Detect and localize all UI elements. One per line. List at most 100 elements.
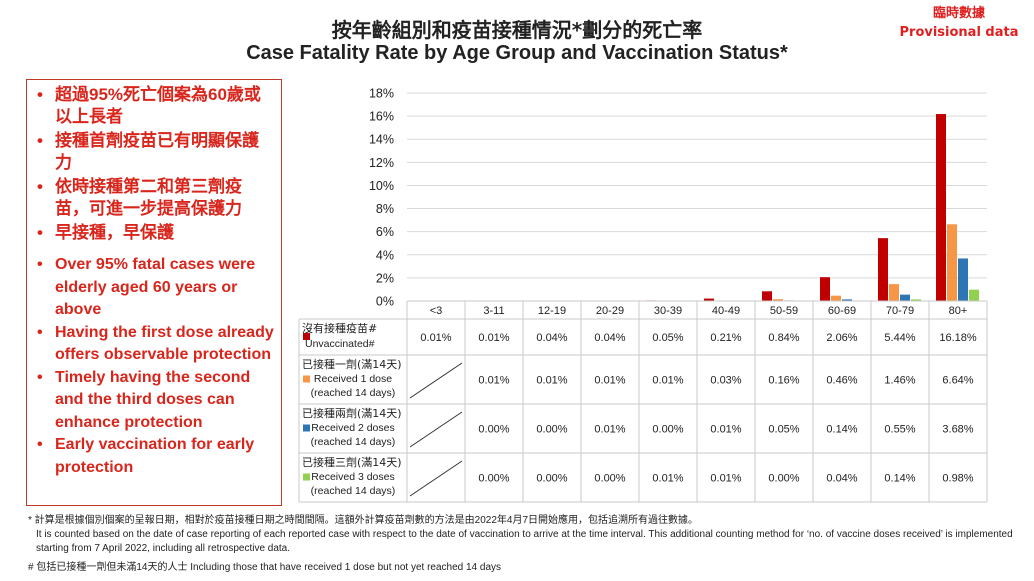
data-label: 0.01% — [420, 332, 451, 344]
footnote-hash: # 包括已接種一劑但未滿14天的人士 Including those that … — [28, 562, 502, 573]
data-label: 0.00% — [536, 424, 567, 436]
bullet-zh: 依時接種第二和第三劑疫苗，可進一步提高保護力 — [31, 176, 275, 220]
data-label: 0.21% — [710, 332, 741, 344]
data-label: 0.16% — [768, 375, 799, 387]
bullets-en: Over 95% fatal cases were elderly aged 6… — [31, 254, 275, 479]
bar — [831, 295, 841, 301]
data-label: 0.14% — [884, 473, 915, 485]
category-label: 50-59 — [770, 305, 798, 317]
y-tick-label: 10% — [369, 179, 394, 193]
data-label: 0.00% — [768, 473, 799, 485]
footnote-star-zh: * 計算是根據個別個案的呈報日期，相對於疫苗接種日期之時間間隔。這額外計算疫苗劑… — [28, 515, 699, 526]
bar — [762, 291, 772, 301]
provisional-zh: 臨時數據 — [932, 6, 985, 21]
data-label: 0.00% — [652, 424, 683, 436]
na-diagonal — [409, 362, 463, 399]
row-header-zh: 已接種兩劑(滿14天) — [302, 406, 402, 420]
data-label: 6.64% — [942, 375, 973, 387]
category-label: 20-29 — [596, 305, 624, 317]
category-label: 80+ — [949, 305, 968, 317]
row-header-zh: 沒有接種疫苗# — [302, 321, 377, 335]
data-label: 0.98% — [942, 473, 973, 485]
y-tick-label: 2% — [376, 271, 394, 285]
data-label: 16.18% — [939, 332, 977, 344]
data-label: 0.01% — [652, 375, 683, 387]
bar — [820, 277, 830, 301]
data-label: 0.01% — [594, 375, 625, 387]
y-tick-label: 14% — [369, 133, 394, 147]
data-label: 0.46% — [826, 375, 857, 387]
y-tick-label: 8% — [376, 202, 394, 216]
bar — [911, 299, 921, 301]
row-header-en: Unvaccinated# — [305, 338, 375, 350]
category-label: 12-19 — [538, 305, 566, 317]
data-label: 0.04% — [536, 332, 567, 344]
provisional-label: 臨時數據 Provisional data — [894, 4, 1024, 42]
y-tick-label: 18% — [369, 87, 394, 101]
category-label: <3 — [430, 305, 443, 317]
bullet-en: Over 95% fatal cases were elderly aged 6… — [31, 254, 275, 322]
bar — [842, 299, 852, 301]
data-label: 0.01% — [652, 473, 683, 485]
row-header-zh: 已接種一劑(滿14天) — [302, 357, 402, 371]
legend-swatch — [303, 333, 310, 340]
bar — [773, 299, 783, 301]
data-label: 2.06% — [826, 332, 857, 344]
data-label: 0.04% — [594, 332, 625, 344]
category-label: 70-79 — [886, 305, 914, 317]
footnote-star-en: It is counted based on the date of case … — [36, 529, 1013, 554]
title-en: Case Fatality Rate by Age Group and Vacc… — [246, 42, 788, 64]
y-tick-label: 12% — [369, 156, 394, 170]
bullet-en: Timely having the second and the third d… — [31, 367, 275, 435]
data-label: 0.01% — [710, 473, 741, 485]
bullet-zh: 超過95%死亡個案為60歲或以上長者 — [31, 84, 275, 128]
y-tick-label: 16% — [369, 110, 394, 124]
y-tick-label: 6% — [376, 225, 394, 239]
bar — [958, 258, 968, 301]
title-zh: 按年齡組別和疫苗接種情況*劃分的死亡率 — [331, 18, 703, 42]
footnotes: * 計算是根據個別個案的呈報日期，相對於疫苗接種日期之時間間隔。這額外計算疫苗劑… — [28, 514, 1018, 575]
data-label: 0.01% — [710, 424, 741, 436]
na-diagonal — [409, 411, 463, 448]
data-label: 0.01% — [594, 424, 625, 436]
bullet-zh: 早接種，早保護 — [31, 222, 275, 244]
provisional-en: Provisional data — [899, 25, 1019, 40]
bar — [704, 298, 714, 301]
y-tick-label: 0% — [376, 295, 394, 309]
row-header-en: Received 1 dose — [314, 373, 392, 385]
data-label: 0.55% — [884, 424, 915, 436]
y-tick-label: 4% — [376, 248, 394, 262]
category-label: 60-69 — [828, 305, 856, 317]
row-header-en: (reached 14 days) — [311, 436, 396, 448]
legend-swatch — [303, 424, 310, 432]
bar — [969, 289, 979, 301]
bullets-zh: 超過95%死亡個案為60歲或以上長者 接種首劑疫苗已有明顯保護力 依時接種第二和… — [31, 84, 275, 244]
row-header-en: (reached 14 days) — [311, 485, 396, 497]
bar — [889, 284, 899, 301]
na-diagonal — [409, 460, 463, 497]
data-label: 0.01% — [478, 332, 509, 344]
legend-swatch — [303, 375, 310, 383]
category-label: 3-11 — [483, 305, 504, 317]
legend-swatch — [303, 473, 310, 481]
data-label: 0.03% — [710, 375, 741, 387]
key-messages-box: 超過95%死亡個案為60歲或以上長者 接種首劑疫苗已有明顯保護力 依時接種第二和… — [26, 79, 282, 506]
bullet-zh: 接種首劑疫苗已有明顯保護力 — [31, 130, 275, 174]
data-label: 3.68% — [942, 424, 973, 436]
data-label: 0.01% — [536, 375, 567, 387]
bullet-en: Early vaccination for early protection — [31, 434, 275, 479]
data-label: 0.00% — [594, 473, 625, 485]
data-label: 0.84% — [768, 332, 799, 344]
bar — [947, 224, 957, 301]
row-header-zh: 已接種三劑(滿14天) — [302, 455, 402, 469]
bar — [878, 238, 888, 301]
bar — [900, 294, 910, 301]
row-header-en: Received 3 doses — [311, 471, 394, 483]
data-label: 0.14% — [826, 424, 857, 436]
data-label: 1.46% — [884, 375, 915, 387]
data-label: 0.00% — [478, 473, 509, 485]
category-label: 40-49 — [712, 305, 740, 317]
data-label: 0.04% — [826, 473, 857, 485]
data-label: 0.05% — [768, 424, 799, 436]
